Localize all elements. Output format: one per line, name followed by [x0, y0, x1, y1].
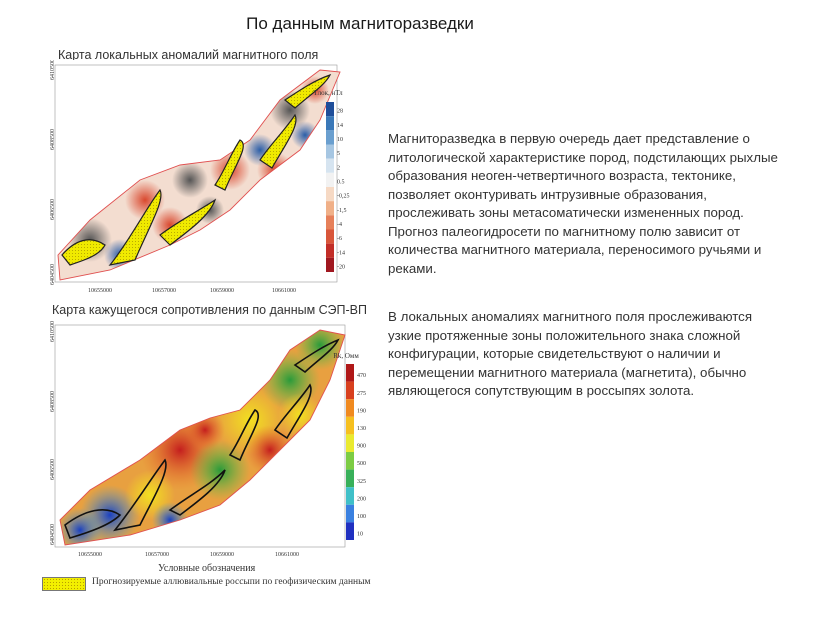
legend-value: -20 — [337, 264, 345, 270]
legend-color-step — [326, 130, 334, 145]
map1-y-tick: 6410500 — [50, 60, 56, 80]
map2-y-tick: 6408500 — [50, 391, 56, 412]
legend-value: 4700 — [357, 373, 366, 379]
map1-y-tick: 6404500 — [50, 264, 56, 285]
legend-color-step — [326, 144, 334, 159]
legend-value: 28 — [337, 109, 343, 115]
legend-color-step — [346, 434, 354, 452]
map1-x-tick: 10661000 — [272, 288, 296, 292]
legend-color-step — [346, 381, 354, 400]
map2-caption: Карта кажущегося сопротивления по данным… — [52, 303, 368, 317]
legend-color-step — [346, 399, 354, 417]
paragraph-magnetic-survey: Магниторазведка в первую очередь дает пр… — [388, 131, 778, 276]
resistivity-map: 10655000 10657000 10659000 10661000 6410… — [50, 320, 366, 556]
map1-x-tick: 10655000 — [88, 288, 112, 292]
legend-value: 500 — [357, 461, 366, 467]
legend-color-step — [326, 102, 334, 117]
map2-x-tick: 10655000 — [78, 552, 102, 556]
legend-color-step — [346, 452, 354, 470]
map1-color-legend: 28 14 10 5 2 0.5 -0,25 -1,5 -4 -6 -14 -20 — [326, 102, 350, 272]
legend-value: 2750 — [357, 391, 366, 397]
legend-color-step — [326, 187, 334, 202]
paragraph-local-anomalies: В локальных аномалиях магнитного поля пр… — [388, 309, 753, 398]
map1-y-tick: 6408500 — [50, 129, 56, 150]
legend-color-step — [346, 469, 354, 488]
legend-color-step — [326, 116, 334, 131]
map2-legend-title: Rk, Омм — [333, 352, 359, 360]
legend-color-step — [326, 201, 334, 216]
legend-value: 900 — [357, 444, 366, 450]
map2-x-tick: 10661000 — [275, 552, 299, 556]
legend-color-step — [346, 416, 354, 435]
map2-y-tick: 6406500 — [50, 459, 56, 480]
legend-value: 10 — [337, 137, 343, 143]
legend-color-step — [346, 522, 354, 540]
map1-x-tick: 10659000 — [210, 288, 234, 292]
placer-swatch — [42, 577, 86, 591]
page-title: По данным магниторазведки — [246, 14, 474, 33]
legend-value: 1300 — [357, 426, 366, 432]
placer-legend-label: Прогнозируемые аллювиальные россыпи по г… — [92, 577, 371, 587]
legend-value: 0.5 — [337, 179, 345, 185]
legend-value: -1,5 — [337, 208, 347, 214]
legend-heading: Условные обозначения — [158, 563, 256, 574]
legend-color-step — [346, 504, 354, 523]
legend-color-step — [326, 257, 334, 272]
legend-color-step — [326, 158, 334, 173]
legend-color-step — [346, 487, 354, 505]
legend-value: 100 — [357, 514, 366, 520]
legend-value: 1900 — [357, 408, 366, 414]
map2-x-tick: 10659000 — [210, 552, 234, 556]
legend-color-step — [326, 243, 334, 258]
map2-x-tick: 10657000 — [145, 552, 169, 556]
legend-color-step — [346, 364, 354, 382]
legend-value: -6 — [337, 236, 342, 242]
legend-value: 2 — [337, 165, 340, 171]
map1-y-tick: 6406500 — [50, 199, 56, 220]
legend-color-step — [326, 172, 334, 187]
map1-legend-title: Tлок, нТл — [313, 89, 343, 97]
legend-value: -4 — [337, 222, 342, 228]
legend-value: 10 — [357, 532, 363, 538]
legend-value: 5 — [337, 151, 340, 157]
legend-color-step — [326, 215, 334, 230]
legend-value: 325 — [357, 479, 366, 485]
map2-y-tick: 6404500 — [50, 524, 56, 545]
legend-value: 14 — [337, 123, 343, 129]
legend-color-step — [326, 229, 334, 244]
map1-x-tick: 10657000 — [152, 288, 176, 292]
map2-color-legend: 4700 2750 1900 1300 900 500 325 200 100 10 — [346, 364, 366, 540]
legend-value: -14 — [337, 250, 345, 256]
legend-value: 200 — [357, 496, 366, 502]
map1-caption: Карта локальных аномалий магнитного поля — [58, 48, 319, 62]
legend-value: -0,25 — [337, 194, 350, 200]
magnetic-anomaly-map: 10655000 10657000 10659000 10661000 6410… — [50, 60, 350, 292]
map2-y-tick: 6410500 — [50, 321, 56, 342]
